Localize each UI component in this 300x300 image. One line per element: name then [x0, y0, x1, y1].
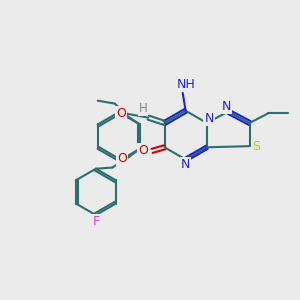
Text: H: H [139, 102, 147, 115]
Text: O: O [117, 152, 127, 165]
Text: O: O [138, 144, 148, 158]
Text: O: O [116, 107, 126, 120]
Text: N: N [205, 112, 214, 125]
Text: F: F [92, 214, 100, 227]
Text: N: N [181, 158, 190, 171]
Text: S: S [252, 140, 260, 153]
Text: N: N [222, 100, 231, 113]
Text: NH: NH [177, 78, 196, 91]
